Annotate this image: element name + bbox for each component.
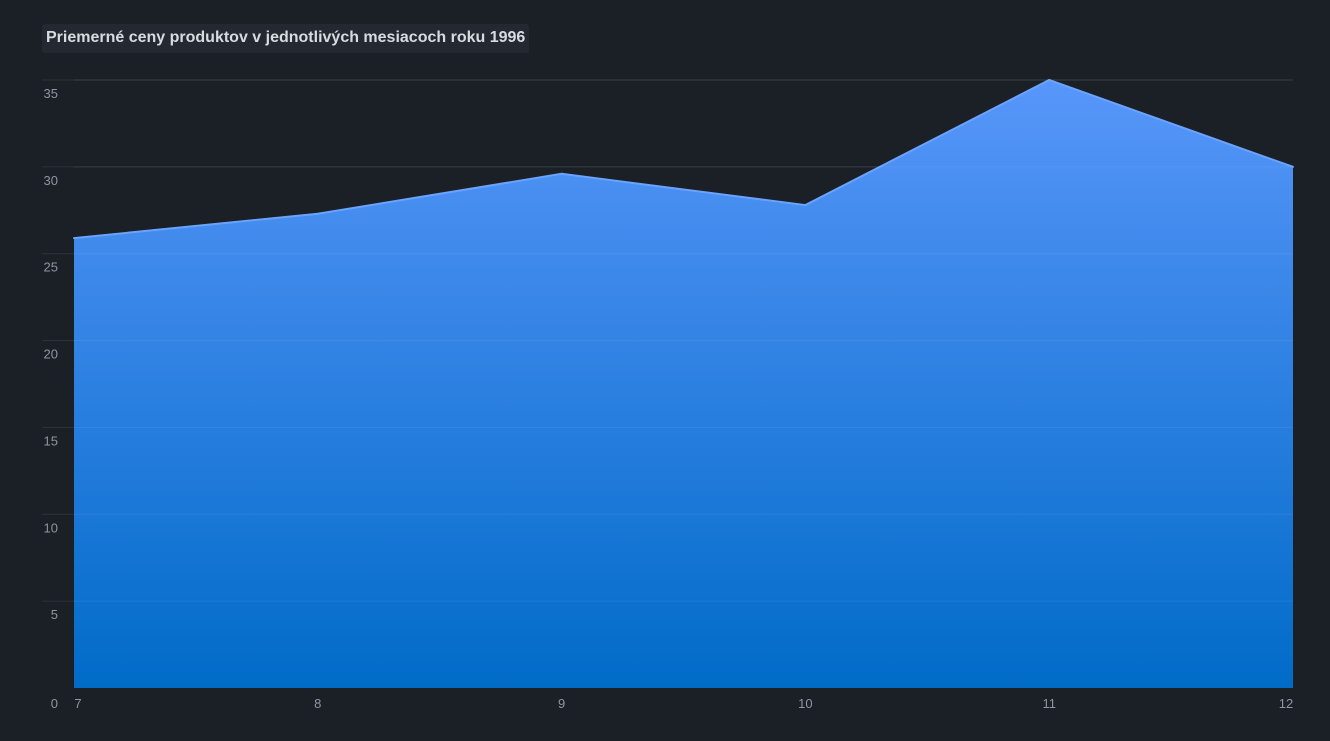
data-point[interactable] xyxy=(1048,79,1051,81)
y-tick-label: 25 xyxy=(44,260,58,275)
x-tick-label: 10 xyxy=(798,696,812,711)
y-tick-label: 35 xyxy=(44,86,58,101)
inner-grid-lines xyxy=(74,79,1293,602)
x-tick-label: 12 xyxy=(1279,696,1293,711)
chart-title: Priemerné ceny produktov v jednotlivých … xyxy=(42,24,530,53)
area-line xyxy=(73,78,1294,240)
data-point[interactable] xyxy=(560,172,563,175)
x-axis: 7 8 9 10 11 12 xyxy=(74,696,1293,711)
data-point[interactable] xyxy=(73,237,75,240)
x-tick-label: 7 xyxy=(74,696,81,711)
series-area xyxy=(73,78,1294,688)
y-tick-label: 20 xyxy=(44,347,58,362)
y-tick-label: 10 xyxy=(44,520,58,535)
data-point[interactable] xyxy=(1292,165,1294,168)
x-tick-label: 8 xyxy=(314,696,321,711)
y-tick-label: 0 xyxy=(51,696,58,711)
y-tick-label: 5 xyxy=(51,607,58,622)
data-point[interactable] xyxy=(804,204,807,207)
area-fill xyxy=(74,80,1293,688)
y-tick-label: 30 xyxy=(44,173,58,188)
y-axis: 0 5 10 15 20 25 30 35 xyxy=(44,86,58,711)
y-tick-label: 15 xyxy=(44,433,58,448)
x-tick-label: 9 xyxy=(558,696,565,711)
data-point[interactable] xyxy=(316,212,319,215)
x-tick-label: 11 xyxy=(1042,696,1056,711)
